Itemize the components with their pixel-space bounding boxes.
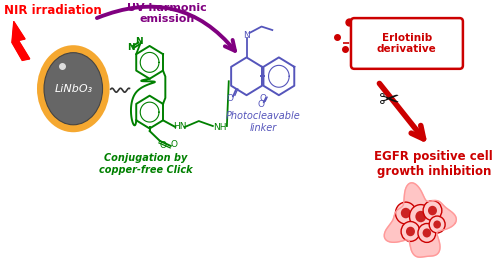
Circle shape	[434, 221, 441, 229]
Circle shape	[423, 201, 442, 221]
Text: O: O	[170, 140, 177, 150]
Text: Erlotinib
derivative: Erlotinib derivative	[377, 33, 436, 54]
Text: UV harmonic
emission: UV harmonic emission	[127, 3, 207, 24]
Text: HN: HN	[174, 122, 187, 130]
Circle shape	[401, 208, 410, 218]
Circle shape	[406, 227, 415, 236]
Circle shape	[422, 228, 431, 238]
Text: N: N	[136, 37, 143, 46]
Text: N: N	[243, 31, 250, 39]
Text: NH: NH	[213, 122, 226, 132]
Circle shape	[396, 202, 416, 224]
Polygon shape	[12, 22, 29, 60]
Text: Photocleavable
linker: Photocleavable linker	[226, 111, 300, 133]
Circle shape	[428, 206, 437, 215]
FancyBboxPatch shape	[351, 18, 463, 69]
Text: ✂: ✂	[379, 89, 400, 113]
Circle shape	[410, 205, 432, 228]
Circle shape	[418, 223, 436, 242]
Circle shape	[401, 222, 420, 241]
Text: O: O	[159, 141, 166, 150]
Ellipse shape	[37, 45, 110, 132]
Text: LiNbO₃: LiNbO₃	[54, 84, 92, 94]
Text: Conjugation by
copper-free Click: Conjugation by copper-free Click	[99, 153, 192, 175]
Text: EGFR positive cell
growth inhibition: EGFR positive cell growth inhibition	[374, 150, 493, 178]
Text: NIR irradiation: NIR irradiation	[4, 4, 102, 17]
Text: O: O	[227, 94, 234, 103]
Text: O: O	[258, 100, 264, 109]
Text: N: N	[127, 43, 134, 52]
Circle shape	[429, 216, 445, 233]
Ellipse shape	[44, 53, 102, 125]
Text: O: O	[259, 94, 266, 103]
Polygon shape	[384, 183, 456, 257]
Circle shape	[416, 211, 426, 222]
